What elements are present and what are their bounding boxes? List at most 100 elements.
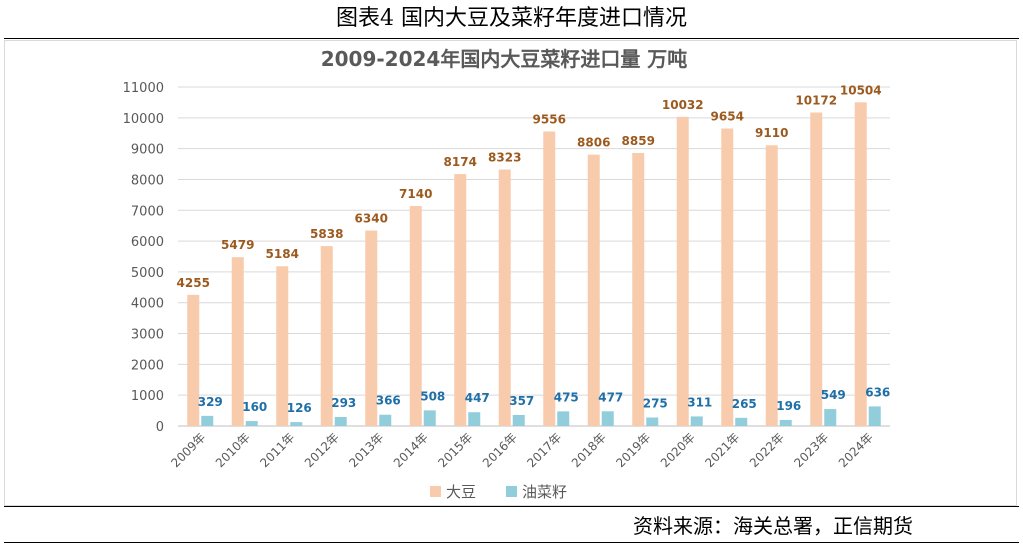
y-tick-label: 6000 — [131, 235, 164, 250]
bar-rapeseed — [423, 410, 436, 426]
bar-soybean — [587, 154, 600, 426]
x-tick-label: 2014年 — [391, 430, 431, 470]
y-tick-label: 8000 — [131, 173, 164, 188]
bar-soybean — [498, 169, 511, 426]
caption-rule — [4, 38, 1019, 39]
source-note: 资料来源：海关总署，正信期货 — [633, 514, 913, 538]
bar-rapeseed — [690, 416, 703, 426]
x-tick-label: 2021年 — [702, 430, 742, 470]
y-tick-label: 3000 — [131, 328, 164, 343]
data-label-rapeseed: 549 — [821, 388, 846, 402]
x-tick-label: 2018年 — [569, 430, 609, 470]
x-tick-label: 2013年 — [346, 430, 386, 470]
bar-rapeseed — [824, 409, 837, 426]
x-tick-label: 2011年 — [257, 430, 297, 470]
bar-soybean — [276, 266, 289, 426]
bar-soybean — [854, 102, 867, 426]
data-label-rapeseed: 636 — [865, 385, 890, 399]
data-label-soybean: 8859 — [622, 134, 655, 148]
y-axis: 0 1000 2000 3000 4000 5000 6000 7000 8000 9000 100… — [123, 81, 164, 435]
bar-soybean — [810, 112, 823, 426]
data-label-soybean: 9110 — [755, 126, 788, 140]
data-label-rapeseed: 475 — [554, 390, 579, 404]
chart-title: 2009-2024年国内大豆菜籽进口量 万吨 — [321, 47, 688, 71]
bar-rapeseed — [868, 406, 881, 426]
bar-soybean — [231, 257, 244, 426]
data-label-rapeseed: 126 — [287, 401, 312, 415]
chart-frame — [4, 40, 1017, 506]
legend-label-rapeseed: 油菜籽 — [522, 483, 567, 501]
y-tick-label: 11000 — [123, 81, 164, 96]
bar-rapeseed — [290, 422, 303, 426]
data-label-soybean: 8323 — [488, 151, 521, 165]
legend: 大豆 油菜籽 — [430, 483, 567, 501]
source-rule-bottom — [4, 542, 1019, 543]
y-tick-label: 9000 — [131, 143, 164, 158]
figure-caption: 图表4 国内大豆及菜籽年度进口情况 — [336, 6, 687, 31]
x-tick-label: 2024年 — [836, 430, 876, 470]
legend-swatch-rapeseed — [506, 486, 517, 497]
bar-rapeseed — [334, 416, 347, 426]
x-tick-label: 2016年 — [480, 430, 520, 470]
x-tick-label: 2009年 — [168, 430, 208, 470]
x-tick-label: 2015年 — [435, 430, 475, 470]
data-label-rapeseed: 196 — [776, 399, 801, 413]
bar-soybean — [721, 128, 734, 427]
x-axis: 2009年 2010年 2011年 2012年 2013年 2014年 2015年 2016年… — [168, 430, 875, 470]
x-tick-label: 2022年 — [747, 430, 787, 470]
data-label-soybean: 9556 — [533, 113, 566, 127]
bar-soybean — [187, 294, 200, 426]
y-tick-label: 5000 — [131, 266, 164, 281]
bars: 4255 329 5479 160 5184 126 5838 293 6340 366 7140 5… — [177, 83, 890, 427]
data-label-soybean: 4255 — [177, 276, 210, 290]
bar-rapeseed — [468, 412, 481, 426]
data-label-soybean: 9654 — [711, 109, 744, 123]
data-label-rapeseed: 366 — [376, 394, 401, 408]
x-tick-label: 2010年 — [213, 430, 253, 470]
bar-soybean — [454, 174, 467, 426]
bar-soybean — [632, 152, 645, 426]
data-label-rapeseed: 447 — [465, 391, 490, 405]
x-tick-label: 2017年 — [524, 430, 564, 470]
data-label-rapeseed: 160 — [242, 400, 267, 414]
bar-rapeseed — [646, 417, 659, 426]
bar-rapeseed — [512, 414, 525, 426]
y-tick-label: 1000 — [131, 389, 164, 404]
bar-soybean — [765, 145, 778, 426]
y-tick-label: 7000 — [131, 204, 164, 219]
bar-soybean — [543, 131, 556, 426]
bar-rapeseed — [735, 417, 748, 426]
bar-rapeseed — [245, 421, 258, 426]
data-label-rapeseed: 311 — [687, 395, 712, 409]
data-label-soybean: 8806 — [577, 136, 610, 150]
data-label-soybean: 5479 — [221, 238, 254, 252]
x-tick-label: 2020年 — [658, 430, 698, 470]
source-rule-top — [4, 506, 1019, 507]
bar-rapeseed — [379, 414, 392, 426]
legend-swatch-soybean — [430, 486, 441, 497]
data-label-soybean: 5838 — [310, 227, 343, 241]
data-label-soybean: 6340 — [355, 212, 388, 226]
data-label-rapeseed: 477 — [598, 390, 623, 404]
bar-soybean — [365, 230, 378, 426]
bar-soybean — [409, 205, 422, 426]
bar-rapeseed — [557, 411, 570, 426]
data-label-soybean: 10032 — [662, 98, 704, 112]
y-tick-label: 0 — [156, 420, 164, 435]
bar-rapeseed — [779, 419, 792, 426]
y-tick-label: 4000 — [131, 297, 164, 312]
bar-rapeseed — [201, 415, 214, 426]
bar-soybean — [320, 246, 333, 426]
data-label-rapeseed: 357 — [509, 394, 534, 408]
data-label-rapeseed: 329 — [198, 395, 223, 409]
data-label-soybean: 10504 — [840, 83, 882, 97]
y-tick-label: 10000 — [123, 112, 164, 127]
data-label-rapeseed: 265 — [732, 397, 757, 411]
x-tick-label: 2019年 — [613, 430, 653, 470]
x-tick-label: 2023年 — [791, 430, 831, 470]
data-label-rapeseed: 508 — [420, 389, 445, 403]
y-tick-label: 2000 — [131, 358, 164, 373]
data-label-soybean: 10172 — [795, 94, 837, 108]
bar-soybean — [676, 116, 689, 426]
